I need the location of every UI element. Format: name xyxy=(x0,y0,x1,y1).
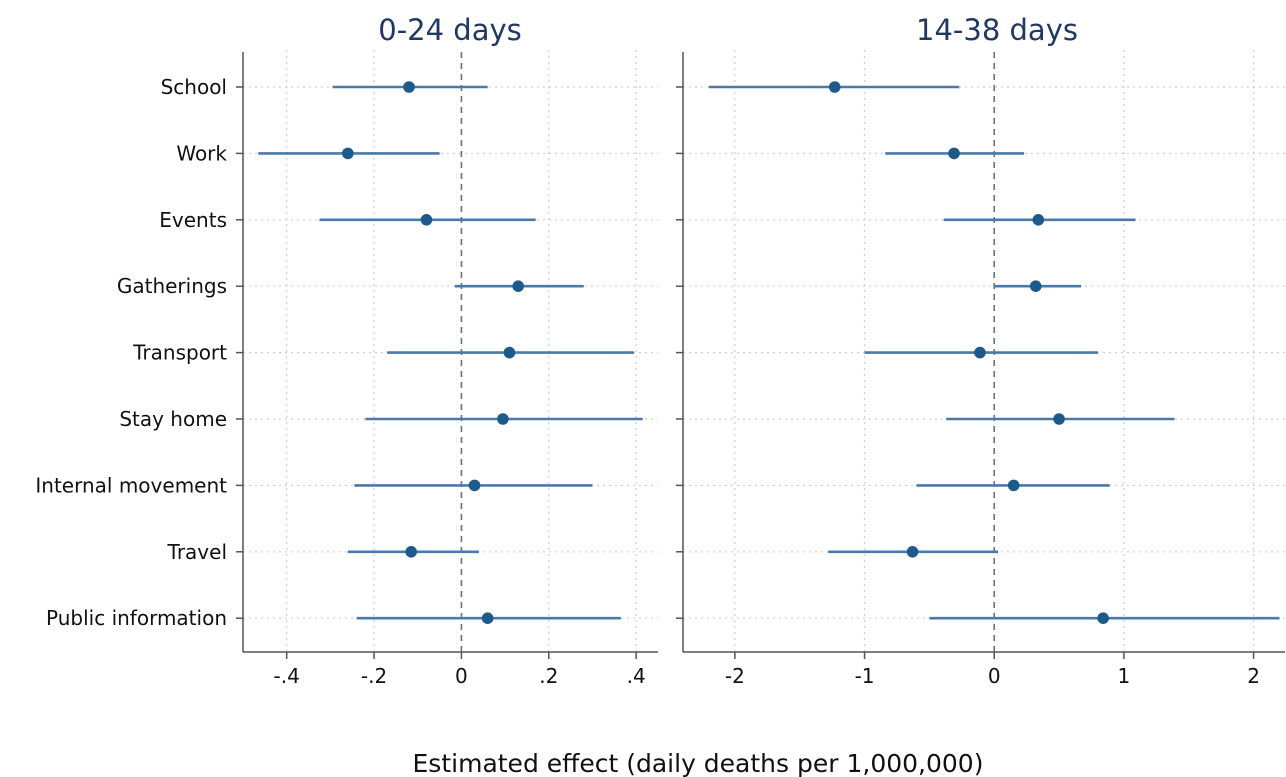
point-estimate xyxy=(948,147,960,160)
x-tick-label: 1 xyxy=(1118,664,1131,688)
category-label: Travel xyxy=(167,540,227,564)
x-tick-label: 0 xyxy=(988,664,1001,688)
category-label: Stay home xyxy=(119,407,227,431)
panel-0-24-days: 0-24 days -.4 -.2 0 .2 .4 School Work Events Gath… xyxy=(35,13,658,688)
x-tick-label: -1 xyxy=(855,664,875,688)
point-estimate xyxy=(828,81,841,93)
point-estimate xyxy=(512,280,525,293)
point-estimate xyxy=(1029,280,1042,293)
x-tick-label: -.4 xyxy=(274,664,300,688)
category-label: Gatherings xyxy=(117,274,227,298)
point-estimate xyxy=(906,546,919,558)
x-tick-label: -.2 xyxy=(361,664,387,688)
point-estimate xyxy=(1032,214,1045,226)
x-tick-label: -2 xyxy=(725,664,745,688)
point-estimate xyxy=(420,214,433,226)
point-estimate xyxy=(1097,612,1109,624)
panel-14-38-days: 14-38 days -2 -1 0 1 2 xyxy=(676,13,1285,688)
x-tick-label: 2 xyxy=(1247,664,1260,688)
point-estimate xyxy=(468,479,481,492)
x-tick-label: .2 xyxy=(539,664,558,688)
x-tick-label: .4 xyxy=(627,664,646,688)
category-label: Work xyxy=(176,141,227,165)
x-tick-label: 0 xyxy=(455,664,468,688)
category-label: Public information xyxy=(46,606,227,630)
category-label: Events xyxy=(159,208,227,232)
category-label: Internal movement xyxy=(35,473,227,497)
point-estimate xyxy=(405,546,417,558)
panel-title: 14-38 days xyxy=(916,13,1078,47)
point-estimate xyxy=(1053,413,1065,425)
category-label: School xyxy=(161,75,227,99)
point-estimate xyxy=(974,346,986,359)
x-axis-label: Estimated effect (daily deaths per 1,000… xyxy=(413,749,984,777)
point-estimate xyxy=(503,346,516,359)
category-label: Transport xyxy=(132,341,227,365)
point-estimate xyxy=(403,81,415,93)
point-estimate xyxy=(481,612,494,624)
point-estimate xyxy=(497,413,509,425)
point-estimate xyxy=(342,147,354,160)
point-estimate xyxy=(1007,479,1020,492)
panel-title: 0-24 days xyxy=(378,13,522,47)
